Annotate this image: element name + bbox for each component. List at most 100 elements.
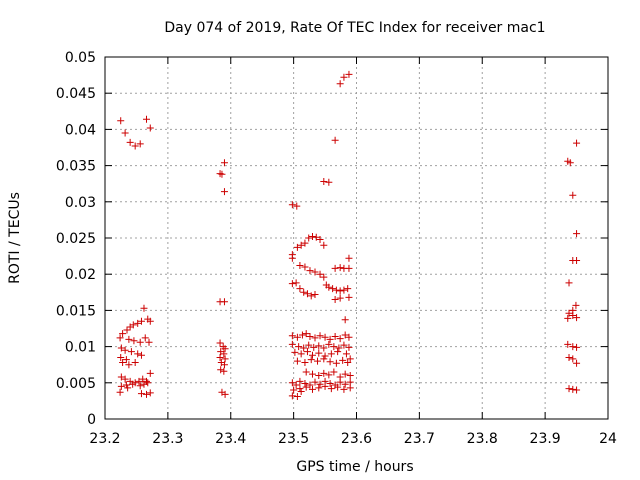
data-point xyxy=(336,335,344,343)
data-point xyxy=(126,323,134,331)
data-point xyxy=(569,311,577,319)
data-point xyxy=(296,377,304,385)
data-point xyxy=(321,333,329,341)
data-point xyxy=(296,385,304,393)
data-point xyxy=(331,296,339,304)
data-point xyxy=(336,294,344,302)
data-point xyxy=(320,369,328,377)
data-point xyxy=(325,371,333,379)
data-point xyxy=(295,343,303,351)
data-point xyxy=(332,359,340,367)
data-point xyxy=(564,314,572,322)
data-point xyxy=(140,380,148,388)
data-point xyxy=(326,358,334,366)
data-point xyxy=(573,230,581,238)
data-point xyxy=(311,378,319,386)
data-point xyxy=(288,201,296,209)
data-point xyxy=(139,375,147,383)
y-axis-title: ROTI / TECUs xyxy=(7,192,23,284)
data-point xyxy=(121,375,129,383)
y-tick-label: 0 xyxy=(87,412,96,428)
data-point xyxy=(305,341,313,349)
gridlines xyxy=(105,57,608,419)
data-point xyxy=(134,350,142,358)
data-point xyxy=(306,267,314,275)
data-point xyxy=(310,343,318,351)
data-point xyxy=(320,344,328,352)
data-point xyxy=(321,382,329,390)
data-point xyxy=(125,335,133,343)
y-tick-label: 0.05 xyxy=(65,50,96,66)
data-point xyxy=(330,368,338,376)
x-tick-labels: 23.2 23.3 23.4 23.5 23.6 23.7 23.8 23.9 24 xyxy=(89,431,617,447)
data-point xyxy=(221,345,229,353)
x-tick-label: 23.5 xyxy=(278,431,309,447)
data-point xyxy=(336,378,344,386)
data-point xyxy=(126,138,134,146)
data-point xyxy=(146,124,154,132)
data-point xyxy=(311,334,319,342)
data-point xyxy=(316,270,324,278)
data-point xyxy=(142,390,150,398)
data-point xyxy=(136,338,144,346)
data-point xyxy=(325,340,333,348)
data-point xyxy=(288,280,296,288)
data-point xyxy=(301,239,309,247)
data-point xyxy=(316,332,324,340)
data-point xyxy=(288,379,296,387)
data-point xyxy=(345,254,353,262)
data-point xyxy=(296,285,304,293)
data-point xyxy=(346,384,354,392)
data-point xyxy=(293,333,301,341)
data-point xyxy=(345,293,353,301)
data-point xyxy=(329,285,337,293)
data-point xyxy=(308,370,316,378)
data-point xyxy=(345,343,353,351)
data-point xyxy=(316,380,324,388)
data-point xyxy=(315,349,323,357)
data-point xyxy=(316,235,324,243)
data-point xyxy=(341,370,349,378)
data-point xyxy=(340,286,348,294)
data-point xyxy=(119,359,127,367)
data-point xyxy=(307,292,315,300)
y-tick-label: 0.045 xyxy=(56,86,96,102)
data-point xyxy=(332,286,340,294)
data-point xyxy=(314,357,322,365)
x-tick-label: 23.8 xyxy=(467,431,498,447)
data-point xyxy=(331,264,339,272)
data-point xyxy=(334,383,342,391)
data-point xyxy=(146,317,154,325)
data-point xyxy=(140,304,148,312)
data-point xyxy=(346,355,354,363)
y-tick-label: 0.03 xyxy=(65,195,96,211)
data-point xyxy=(116,388,124,396)
data-point xyxy=(315,384,323,392)
data-point xyxy=(135,377,143,385)
data-point xyxy=(569,355,577,363)
data-point xyxy=(300,288,308,296)
data-point xyxy=(308,385,316,393)
data-point xyxy=(119,330,127,338)
data-point xyxy=(301,380,309,388)
y-tick-label: 0.01 xyxy=(65,340,96,356)
data-point xyxy=(311,268,319,276)
data-point xyxy=(117,382,125,390)
data-point xyxy=(307,356,315,364)
data-point xyxy=(315,372,323,380)
data-point xyxy=(146,389,154,397)
data-point xyxy=(564,340,572,348)
data-point xyxy=(137,351,145,359)
x-tick-label: 24 xyxy=(599,431,617,447)
data-point xyxy=(320,178,328,186)
data-point xyxy=(573,139,581,147)
data-point xyxy=(297,350,305,358)
data-point xyxy=(123,326,131,334)
data-point xyxy=(145,338,153,346)
data-point xyxy=(293,243,301,251)
data-point xyxy=(220,350,228,358)
data-point xyxy=(344,285,352,293)
data-point xyxy=(320,273,328,281)
data-point xyxy=(218,170,226,178)
data-point xyxy=(326,335,334,343)
